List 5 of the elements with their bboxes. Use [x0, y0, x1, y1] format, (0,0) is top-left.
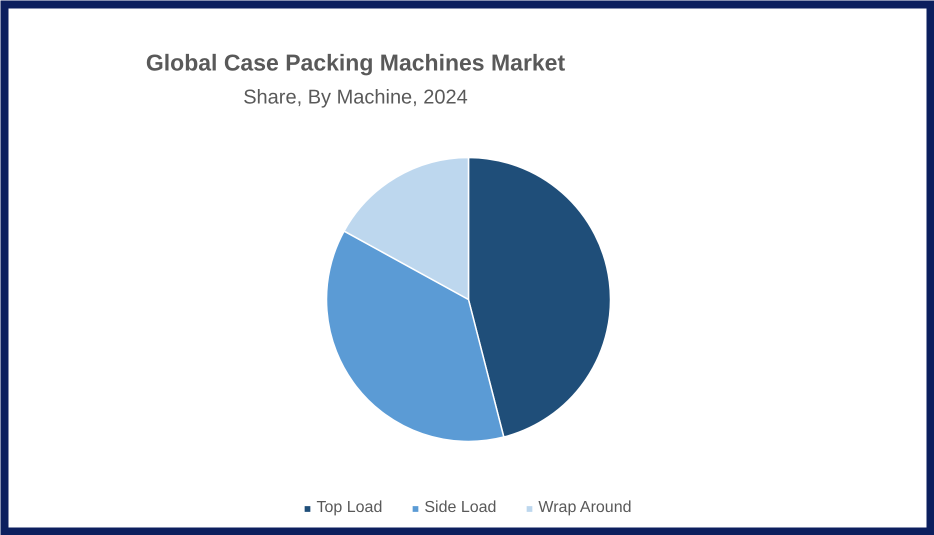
legend-label: Top Load — [316, 499, 382, 517]
legend-label: Side Load — [424, 499, 496, 517]
legend-label: Wrap Around — [538, 499, 632, 517]
chart-title: Global Case Packing Machines Market — [146, 50, 566, 76]
chart-subtitle: Share, By Machine, 2024 — [243, 86, 468, 108]
